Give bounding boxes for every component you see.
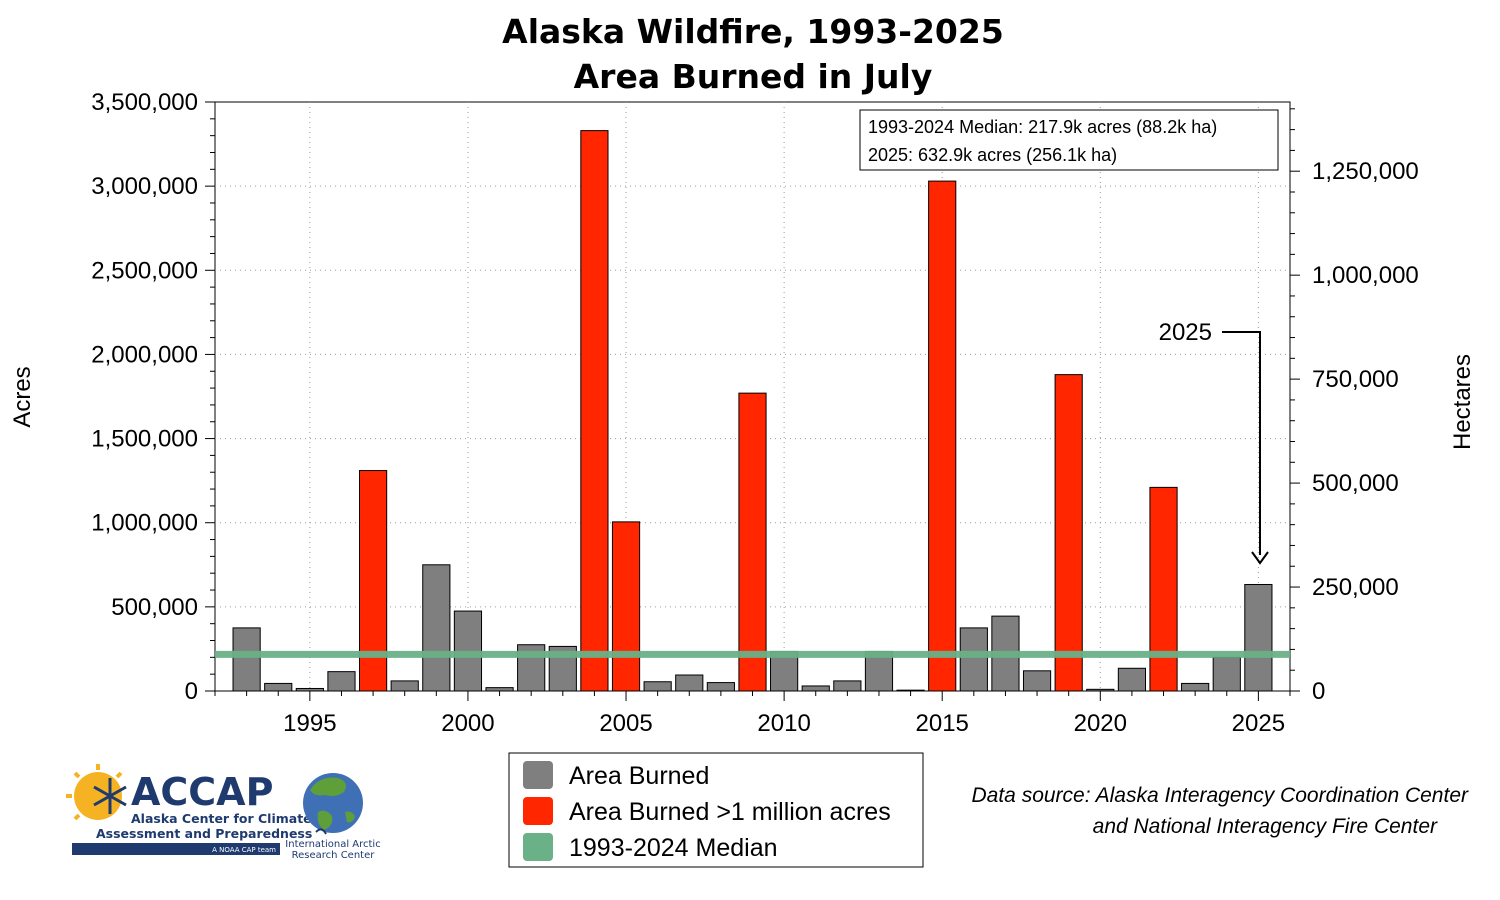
- bar-1997: [358, 470, 388, 692]
- bar-1996: [327, 671, 356, 692]
- y-tick-label: 1,000,000: [91, 510, 198, 537]
- bar-2019: [1054, 374, 1083, 692]
- legend-label: Area Burned: [569, 762, 709, 790]
- bar-2012: [833, 680, 862, 692]
- y-tick-label: 500,000: [111, 594, 198, 621]
- bar-2018: [1022, 670, 1052, 692]
- x-tick-label: 2020: [1074, 710, 1127, 737]
- accap-line1: Alaska Center for Climate: [131, 811, 312, 826]
- bar-1995: [295, 687, 324, 692]
- bar-2020: [1086, 688, 1115, 692]
- accap-tag: A NOAA CAP team: [212, 846, 276, 854]
- data-source-line1: Data source: Alaska Interagency Coordina…: [972, 784, 1470, 807]
- bar-1994: [264, 682, 293, 692]
- bar-2021: [1117, 667, 1147, 692]
- x-tick-label: 2005: [599, 710, 652, 737]
- annotation-frame: [859, 109, 1279, 171]
- globe-icon: [303, 773, 363, 835]
- left-axis-ticks: 0 500,000 1,000,000 1,500,000 2,000,000 2,500…: [91, 89, 198, 705]
- legend-label: 1993-2024 Median: [569, 834, 778, 862]
- current-annotation: 2025: 632.9k acres (256.1k ha): [868, 145, 1117, 165]
- y2-tick-label: 1,000,000: [1312, 262, 1419, 289]
- accap-bar: [72, 843, 280, 855]
- bars: [232, 130, 1273, 692]
- bar-2016: [959, 627, 988, 692]
- y2-tick-label: 1,250,000: [1312, 158, 1419, 185]
- sun-snowflake-icon: [66, 764, 127, 821]
- right-axis-ticks: 0 250,000 500,000 750,000 1,000,000 1,250,000: [1312, 158, 1419, 705]
- x-tick-label: 2000: [441, 710, 494, 737]
- chart-title: Alaska Wildfire, 1993-2025: [502, 12, 1004, 51]
- bar-2015: [928, 180, 957, 692]
- bar-2014: [896, 689, 925, 692]
- bar-2006: [643, 681, 672, 692]
- accap-logo: ACCAP Alaska Center for Climate Assessme…: [66, 764, 312, 855]
- arrow-label: 2025: [1159, 319, 1212, 346]
- arrow-line: [1222, 331, 1261, 555]
- x-tick-label: 1995: [283, 710, 336, 737]
- iarc-logo: International Arctic Research Center: [285, 773, 381, 861]
- median-annotation: 1993-2024 Median: 217.9k acres (88.2k ha…: [868, 117, 1217, 137]
- x-tick-label: 2025: [1232, 710, 1285, 737]
- x-axis-ticks: 1995 2000 2005 2010 2015 2020 2025: [283, 710, 1285, 737]
- bar-2009: [738, 392, 767, 692]
- y2-tick-label: 0: [1312, 678, 1325, 705]
- bar-2011: [801, 685, 830, 692]
- bar-2004: [580, 130, 609, 692]
- bar-2007: [675, 674, 704, 692]
- y-tick-label: 2,000,000: [91, 341, 198, 368]
- y-tick-label: 1,500,000: [91, 426, 198, 453]
- x-tick-label: 2010: [757, 710, 810, 737]
- arrow-2025: 2025: [1159, 319, 1269, 565]
- y-tick-label: 3,500,000: [91, 89, 198, 116]
- legend-frame: [508, 752, 924, 868]
- accap-line2: Assessment and Preparedness: [96, 826, 312, 841]
- bar-1993: [232, 627, 261, 692]
- legend-swatch: [523, 761, 553, 789]
- iarc-line1: International Arctic: [285, 839, 380, 850]
- bar-2005: [611, 521, 641, 692]
- chart-subtitle: Area Burned in July: [574, 57, 933, 96]
- bar-2001: [485, 687, 514, 692]
- bar-1999: [422, 564, 451, 692]
- y-tick-label: 2,500,000: [91, 257, 198, 284]
- y2-tick-label: 500,000: [1312, 470, 1399, 497]
- accap-wordmark: ACCAP: [131, 770, 273, 814]
- legend-swatch: [523, 833, 553, 861]
- bar-2008: [706, 682, 735, 692]
- bar-2024: [1212, 656, 1241, 692]
- bar-2023: [1181, 682, 1210, 692]
- legend-swatch: [523, 797, 553, 825]
- bar-2022: [1149, 486, 1178, 692]
- y2-tick-label: 750,000: [1312, 366, 1399, 393]
- annotation-box: 1993-2024 Median: 217.9k acres (88.2k ha…: [859, 109, 1279, 171]
- y-tick-label: 0: [185, 678, 198, 705]
- arrow-head: [1251, 551, 1269, 565]
- legend-label: Area Burned >1 million acres: [569, 798, 891, 826]
- minor-ticks: [205, 101, 1300, 701]
- y2-axis-label: Hectares: [1449, 354, 1476, 450]
- legend: Area Burned Area Burned >1 million acres 1…: [508, 752, 924, 868]
- data-source-line2: and National Interagency Fire Center: [1093, 815, 1438, 838]
- y-tick-label: 3,000,000: [91, 173, 198, 200]
- bar-2025: [1244, 583, 1273, 692]
- y-axis-label: Acres: [9, 366, 36, 427]
- x-tick-label: 2015: [916, 710, 969, 737]
- iarc-line2: Research Center: [292, 850, 376, 861]
- bar-1998: [390, 680, 419, 692]
- y2-tick-label: 250,000: [1312, 574, 1399, 601]
